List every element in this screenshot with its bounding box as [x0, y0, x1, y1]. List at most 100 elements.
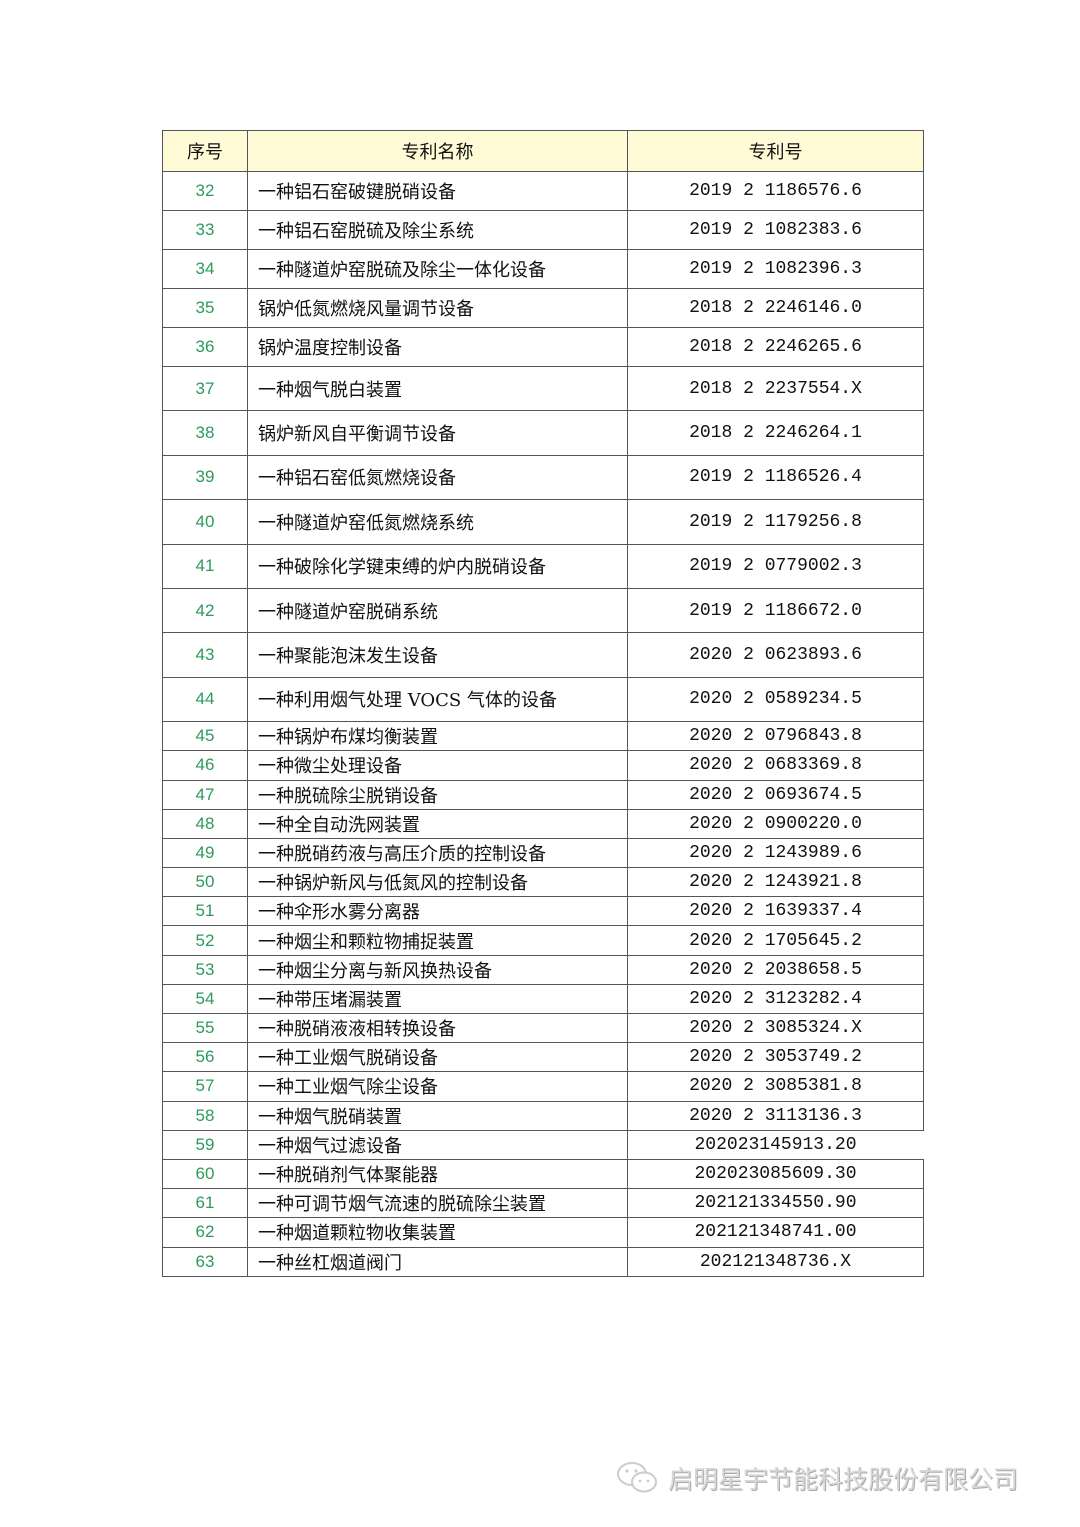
patent-number: 2019 2 0779002.3: [627, 543, 924, 589]
patent-name: 一种伞形水雾分离器: [247, 896, 628, 927]
table-row: 33 一种铝石窑脱硫及除尘系统 2019 2 1082383.6: [162, 210, 924, 250]
row-index: 35: [162, 288, 248, 328]
patent-name: 一种聚能泡沫发生设备: [247, 632, 628, 678]
patent-number: 2018 2 2237554.X: [627, 365, 924, 412]
patent-number: 202121334550.90: [627, 1188, 924, 1219]
table-header-row: 序号 专利名称 专利号: [162, 130, 924, 172]
table-row: 49 一种脱硝药液与高压介质的控制设备 2020 2 1243989.6: [162, 837, 924, 869]
row-index: 42: [162, 587, 248, 634]
patent-number: 2020 2 0683369.8: [627, 750, 924, 781]
patent-name: 一种烟尘分离与新风换热设备: [247, 954, 628, 985]
patent-name: 一种可调节烟气流速的脱硫除尘装置: [247, 1188, 628, 1219]
patent-name: 一种烟气脱硝装置: [247, 1100, 628, 1131]
table-row: 53 一种烟尘分离与新风换热设备 2020 2 2038658.5: [162, 954, 924, 985]
patent-name: 一种隧道炉窑脱硝系统: [247, 587, 628, 634]
patent-number: 2020 2 0589234.5: [627, 676, 924, 723]
table-row: 56 一种工业烟气脱硝设备 2020 2 3053749.2: [162, 1042, 924, 1073]
patent-number: 2019 2 1186526.4: [627, 454, 924, 501]
patent-number: 2020 2 3113136.3: [627, 1100, 924, 1131]
patent-name: 一种铝石窑破键脱硝设备: [247, 171, 628, 211]
row-index: 32: [162, 171, 248, 211]
row-index: 57: [162, 1071, 248, 1102]
row-index: 52: [162, 925, 248, 956]
row-index: 44: [162, 676, 248, 723]
patent-name: 一种脱硫除尘脱销设备: [247, 779, 628, 810]
patent-name: 锅炉低氮燃烧风量调节设备: [247, 288, 628, 328]
watermark-text: 启明星宇节能科技股份有限公司: [668, 1465, 1019, 1494]
patent-number: 2020 2 0796843.8: [627, 721, 924, 752]
patent-name: 一种脱硝药液与高压介质的控制设备: [247, 837, 628, 869]
patent-number: 2019 2 1179256.8: [627, 499, 924, 545]
patent-number: 202023145913.20: [627, 1129, 924, 1160]
table-row: 55 一种脱硝液液相转换设备 2020 2 3085324.X: [162, 1012, 924, 1044]
patent-number: 2019 2 1082396.3: [627, 249, 924, 289]
row-index: 61: [162, 1188, 248, 1219]
patent-name: 一种利用烟气处理 VOCS 气体的设备: [247, 676, 628, 723]
table-row: 45 一种锅炉布煤均衡装置 2020 2 0796843.8: [162, 721, 924, 752]
patent-name: 一种工业烟气脱硝设备: [247, 1042, 628, 1073]
row-index: 37: [162, 365, 248, 412]
row-index: 40: [162, 499, 248, 545]
patent-number: 2020 2 3123282.4: [627, 983, 924, 1015]
row-index: 48: [162, 808, 248, 839]
row-index: 45: [162, 721, 248, 752]
table-row: 62 一种烟道颗粒物收集装置 202121348741.00: [162, 1217, 924, 1248]
patent-name: 一种破除化学键束缚的炉内脱硝设备: [247, 543, 628, 589]
row-index: 51: [162, 896, 248, 927]
table-row: 43 一种聚能泡沫发生设备 2020 2 0623893.6: [162, 632, 924, 678]
header-patent-name: 专利名称: [247, 130, 628, 172]
patent-name: 一种脱硝剂气体聚能器: [247, 1158, 628, 1190]
row-index: 36: [162, 327, 248, 367]
patent-number: 2020 2 3053749.2: [627, 1042, 924, 1073]
patent-name: 锅炉新风自平衡调节设备: [247, 410, 628, 456]
table-row: 60 一种脱硝剂气体聚能器 202023085609.30: [162, 1158, 924, 1190]
patent-name: 一种铝石窑脱硫及除尘系统: [247, 210, 628, 250]
row-index: 39: [162, 454, 248, 501]
patent-number: 2020 2 1639337.4: [627, 896, 924, 927]
table-row: 50 一种锅炉新风与低氮风的控制设备 2020 2 1243921.8: [162, 867, 924, 898]
patent-name: 一种铝石窑低氮燃烧设备: [247, 454, 628, 501]
row-index: 58: [162, 1100, 248, 1131]
row-index: 63: [162, 1246, 248, 1277]
row-index: 33: [162, 210, 248, 250]
patent-name: 一种锅炉新风与低氮风的控制设备: [247, 867, 628, 898]
patent-number: 2020 2 3085381.8: [627, 1071, 924, 1102]
row-index: 49: [162, 837, 248, 869]
table-row: 51 一种伞形水雾分离器 2020 2 1639337.4: [162, 896, 924, 927]
row-index: 41: [162, 543, 248, 589]
row-index: 56: [162, 1042, 248, 1073]
row-index: 59: [162, 1129, 248, 1160]
table-row: 58 一种烟气脱硝装置 2020 2 3113136.3: [162, 1100, 924, 1131]
row-index: 53: [162, 954, 248, 985]
patent-name: 一种锅炉布煤均衡装置: [247, 721, 628, 752]
table-row: 46 一种微尘处理设备 2020 2 0683369.8: [162, 750, 924, 781]
patent-name: 一种烟气过滤设备: [247, 1129, 628, 1160]
row-index: 55: [162, 1012, 248, 1044]
patent-number: 2019 2 1186576.6: [627, 171, 924, 211]
row-index: 46: [162, 750, 248, 781]
wechat-icon: [617, 1462, 657, 1493]
patent-number: 2020 2 3085324.X: [627, 1012, 924, 1044]
patent-number: 2020 2 0900220.0: [627, 808, 924, 839]
table-row: 36 锅炉温度控制设备 2018 2 2246265.6: [162, 327, 924, 367]
row-index: 34: [162, 249, 248, 289]
row-index: 50: [162, 867, 248, 898]
patent-number: 2018 2 2246265.6: [627, 327, 924, 367]
row-index: 62: [162, 1217, 248, 1248]
patent-name: 锅炉温度控制设备: [247, 327, 628, 367]
patent-name: 一种带压堵漏装置: [247, 983, 628, 1015]
table-row: 59 一种烟气过滤设备 202023145913.20: [162, 1129, 924, 1160]
table-row: 63 一种丝杠烟道阀门 202121348736.X: [162, 1246, 924, 1277]
patent-number: 2020 2 1243989.6: [627, 837, 924, 869]
table-row: 54 一种带压堵漏装置 2020 2 3123282.4: [162, 983, 924, 1015]
patent-name: 一种脱硝液液相转换设备: [247, 1012, 628, 1044]
patent-number: 2019 2 1186672.0: [627, 587, 924, 634]
header-index: 序号: [162, 130, 248, 172]
table-body: 32 一种铝石窑破键脱硝设备 2019 2 1186576.6 33 一种铝石窑脱硫及除…: [162, 171, 924, 1277]
patent-name: 一种微尘处理设备: [247, 750, 628, 781]
table-row: 34 一种隧道炉窑脱硫及除尘一体化设备 2019 2 1082396.3: [162, 249, 924, 289]
row-index: 60: [162, 1158, 248, 1190]
table-row: 32 一种铝石窑破键脱硝设备 2019 2 1186576.6: [162, 171, 924, 211]
table-row: 44 一种利用烟气处理 VOCS 气体的设备 2020 2 0589234.5: [162, 676, 924, 723]
table-row: 38 锅炉新风自平衡调节设备 2018 2 2246264.1: [162, 410, 924, 456]
